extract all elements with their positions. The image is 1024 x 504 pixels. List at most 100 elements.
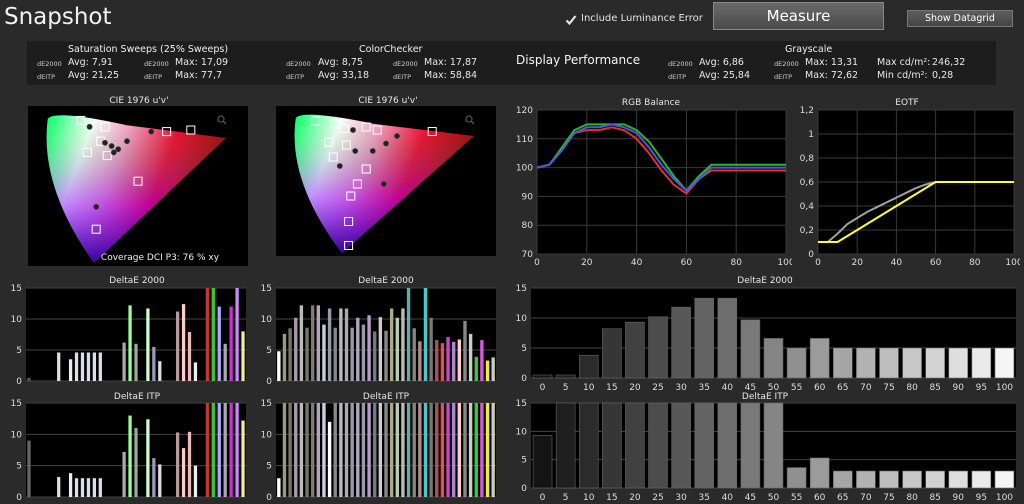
include-luminance-checkbox[interactable] [565, 14, 577, 26]
cie-right-target-marker [352, 179, 362, 189]
colorchecker-de2000-bar [384, 330, 388, 381]
cie-right-measured-point [380, 181, 387, 187]
grayscale-de2000-x-tick: 65 [837, 383, 848, 393]
grayscale-deitp-bar [879, 470, 899, 489]
coverage-text: Coverage DCI P3: 76 % xy [100, 253, 220, 263]
grayscale-de2000-x-tick: 100 [996, 383, 1013, 393]
saturation-deitp-y-tick: 15 [11, 399, 22, 409]
grayscale-deitp-bar [971, 470, 992, 489]
saturation-de2000-bar [80, 352, 85, 381]
grayscale-de2000-x-tick: 55 [791, 383, 802, 393]
colorchecker-deitp-bar [373, 403, 377, 497]
grayscale-de2000-bar [625, 321, 645, 379]
saturation-de2000-bar [229, 306, 233, 381]
grayscale-de2000-y-tick: 15 [516, 284, 527, 294]
saturation-deitp-bar [57, 476, 61, 497]
cie-left-target-marker [82, 147, 92, 157]
cie-right-target-marker [346, 191, 356, 201]
grayscale-de2000-max: Max: 13,31 [805, 57, 859, 68]
grayscale-de2000-bar [763, 338, 784, 379]
grayscale-deitp-x-tick: 10 [583, 493, 595, 503]
cie-right-target-marker [330, 119, 340, 129]
grayscale-de2000-bar [879, 347, 899, 379]
grayscale-deitp-x-tick: 80 [906, 493, 918, 503]
grayscale-de2000-x-tick: 75 [883, 383, 894, 393]
colorchecker-de2000-bar [373, 331, 377, 381]
colorchecker-de2000-bar [440, 343, 445, 381]
colorchecker-deitp-bar [333, 403, 337, 497]
grayscale-de2000-bar [902, 347, 922, 379]
colorchecker-title: ColorChecker [359, 44, 423, 55]
eotf-chart: 0 0,2 0,4 0,6 0,8 1 1,2 0 20 40 60 80 100 [800, 106, 1020, 268]
grayscale-deitp-bar [809, 457, 830, 489]
grayscale-deitp-y-tick: 10 [516, 427, 528, 437]
saturation-de2000-label: dE2000 [37, 60, 62, 68]
grayscale-deitp-x-tick: 20 [629, 493, 641, 503]
cie-left-target-marker [100, 122, 110, 132]
colorchecker-de2000-bar [327, 308, 332, 381]
saturation-deitp-bar [235, 403, 239, 497]
grayscale-deitp-y-tick: 0 [521, 484, 527, 494]
saturation-deitp-y-tick: 5 [16, 462, 22, 472]
saturation-de2000-bar [235, 288, 239, 381]
include-luminance-label[interactable]: Include Luminance Error [581, 13, 703, 24]
saturation-deitp-bar [187, 431, 192, 497]
saturation-de2000-bar [217, 306, 221, 381]
show-datagrid-button[interactable]: Show Datagrid [907, 10, 1013, 27]
cie-left-measured-point [148, 128, 155, 135]
saturation-deitp-bar [152, 458, 156, 497]
cie-left-target-marker [76, 115, 86, 125]
cie-left-measured-point [124, 138, 130, 145]
colorchecker-de2000-bar [429, 317, 433, 381]
colorchecker-deitp-bar [474, 403, 478, 497]
grayscale-deitp-x-tick: 60 [814, 493, 826, 503]
saturation-de2000-chart: 0 5 10 15 [11, 284, 246, 387]
grayscale-de2000-bar [786, 347, 807, 379]
grayscale-de2000-bar [948, 347, 969, 379]
saturation-deitp-y-tick: 0 [16, 493, 22, 503]
colorchecker-de2000-bar [406, 288, 411, 381]
eotf-title: EOTF [895, 98, 919, 108]
grayscale-deitp-x-tick: 55 [791, 493, 802, 503]
grayscale-de2000-bar [648, 316, 668, 379]
grayscale-deitp-x-tick: 30 [675, 493, 687, 503]
grayscale-deitp-x-tick: 5 [563, 493, 569, 503]
grayscale-deitp-max: Max: 72,62 [805, 70, 859, 81]
saturation-de2000-bar [86, 352, 91, 381]
colorchecker-deitp-bar [423, 403, 428, 497]
grayscale-de2000-bar [856, 347, 876, 379]
grayscale-deitp-label-2: dEITP [774, 73, 793, 81]
cie-right-diagram[interactable] [276, 106, 496, 256]
saturation-de2000-bar [128, 305, 132, 381]
saturation-deitp-bar [158, 464, 162, 497]
colorchecker-deitp-bar [389, 403, 394, 497]
eotf-x-tick: 20 [851, 258, 863, 268]
cie-right-target-marker [427, 127, 437, 136]
eotf-x-tick: 0 [815, 258, 821, 268]
saturation-de2000-bar [27, 377, 31, 381]
rgb-balance-chart: 70 80 90 100 110 120 0 20 40 60 80 100 [516, 106, 792, 268]
colorchecker-de2000-bar [350, 327, 354, 381]
cie-left-measured-point [110, 149, 117, 156]
eotf-y-tick: 0,2 [800, 226, 814, 236]
grayscale-deitp-bar [856, 470, 876, 489]
measure-button[interactable]: Measure [713, 2, 884, 30]
saturation-deitp-bar [223, 403, 227, 497]
colorchecker-de2000-title: DeltaE 2000 [358, 276, 414, 286]
colorchecker-deitp-bar [288, 403, 292, 497]
saturation-de2000-bar [134, 343, 138, 381]
colorchecker-deitp-bar [327, 421, 332, 497]
saturation-de2000-bar [57, 352, 61, 381]
rgb-balance-y-tick: 80 [522, 221, 534, 231]
saturation-deitp-bar [92, 478, 97, 497]
grayscale-de2000-chart: 0 5 10 15 0 5 10 15 20 25 30 35 40 45 50 55 60 65 70 75 80 85… [516, 284, 1016, 393]
cie-right-measured-point [336, 163, 343, 169]
colorchecker-de2000-bar [412, 328, 416, 381]
grayscale-deitp-x-tick: 75 [883, 493, 894, 503]
colorchecker-deitp-y-tick: 0 [266, 493, 272, 503]
eotf-y-tick: 0,6 [800, 178, 815, 188]
grayscale-deitp-label: dEITP [668, 73, 687, 81]
saturation-deitp-bar [74, 478, 79, 497]
cie-left-diagram[interactable] [28, 106, 248, 266]
rgb-balance-y-tick: 110 [516, 135, 533, 145]
